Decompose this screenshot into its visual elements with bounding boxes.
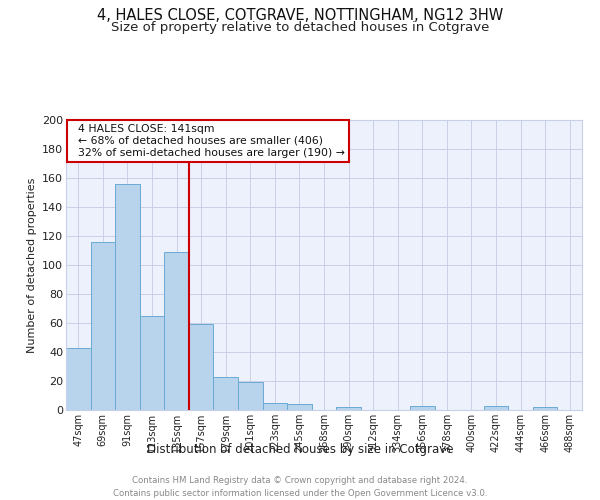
Bar bbox=[214, 376, 238, 410]
Bar bbox=[533, 407, 557, 410]
Bar bbox=[336, 407, 361, 410]
Text: 4 HALES CLOSE: 141sqm
  ← 68% of detached houses are smaller (406)
  32% of semi: 4 HALES CLOSE: 141sqm ← 68% of detached … bbox=[71, 124, 345, 158]
Bar bbox=[238, 382, 263, 410]
Text: Contains HM Land Registry data © Crown copyright and database right 2024.
Contai: Contains HM Land Registry data © Crown c… bbox=[113, 476, 487, 498]
Y-axis label: Number of detached properties: Number of detached properties bbox=[26, 178, 37, 352]
Bar bbox=[91, 242, 115, 410]
Bar bbox=[287, 404, 312, 410]
Bar bbox=[140, 316, 164, 410]
Bar bbox=[484, 406, 508, 410]
Bar bbox=[66, 348, 91, 410]
Text: Size of property relative to detached houses in Cotgrave: Size of property relative to detached ho… bbox=[111, 21, 489, 34]
Bar bbox=[410, 406, 434, 410]
Bar bbox=[115, 184, 140, 410]
Text: 4, HALES CLOSE, COTGRAVE, NOTTINGHAM, NG12 3HW: 4, HALES CLOSE, COTGRAVE, NOTTINGHAM, NG… bbox=[97, 8, 503, 22]
Bar bbox=[164, 252, 189, 410]
Bar bbox=[189, 324, 214, 410]
Text: Distribution of detached houses by size in Cotgrave: Distribution of detached houses by size … bbox=[147, 442, 453, 456]
Bar bbox=[263, 403, 287, 410]
